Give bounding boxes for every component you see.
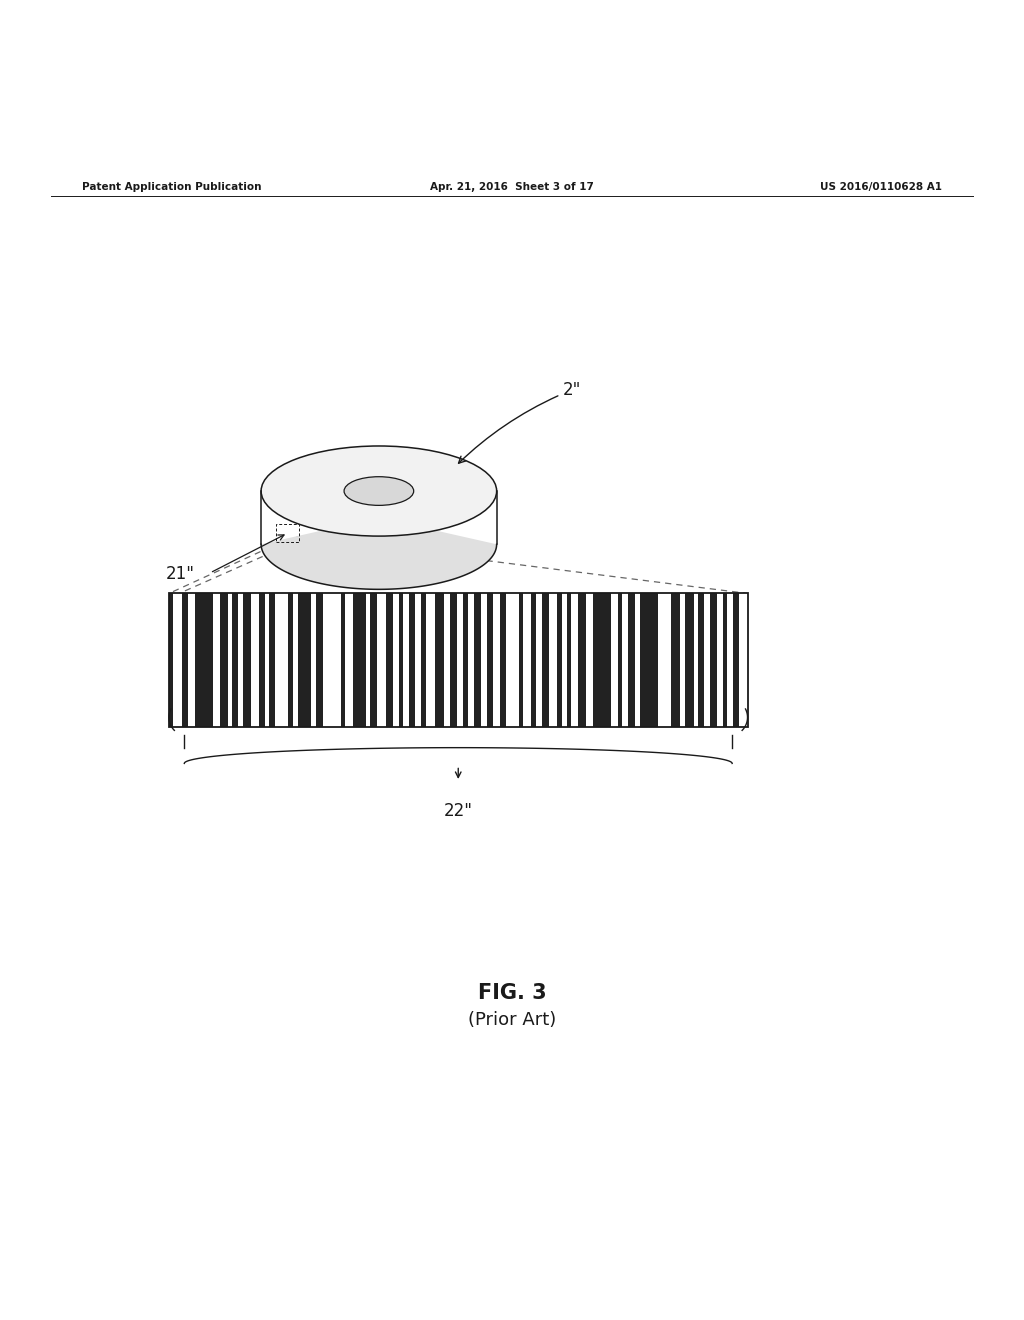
Bar bbox=[370, 594, 377, 726]
Text: 21": 21" bbox=[166, 565, 195, 582]
Text: 2": 2" bbox=[459, 380, 582, 463]
Bar bbox=[244, 594, 251, 726]
Bar bbox=[618, 594, 623, 726]
Bar bbox=[169, 594, 173, 726]
Text: Patent Application Publication: Patent Application Publication bbox=[82, 182, 261, 191]
Bar bbox=[276, 524, 299, 543]
Bar bbox=[500, 594, 506, 726]
Ellipse shape bbox=[344, 477, 414, 506]
Bar bbox=[269, 594, 275, 726]
Text: US 2016/0110628 A1: US 2016/0110628 A1 bbox=[820, 182, 942, 191]
Bar bbox=[450, 594, 457, 726]
Bar bbox=[169, 594, 748, 726]
Polygon shape bbox=[261, 446, 497, 589]
Bar bbox=[421, 594, 426, 726]
Text: Apr. 21, 2016  Sheet 3 of 17: Apr. 21, 2016 Sheet 3 of 17 bbox=[430, 182, 594, 191]
Bar bbox=[259, 594, 265, 726]
Bar bbox=[710, 594, 717, 726]
Bar bbox=[542, 594, 549, 726]
Bar bbox=[723, 594, 727, 726]
Bar bbox=[195, 594, 213, 726]
Bar bbox=[220, 594, 227, 726]
Bar bbox=[298, 594, 311, 726]
Bar bbox=[386, 594, 393, 726]
Text: (Prior Art): (Prior Art) bbox=[468, 1011, 556, 1030]
Bar bbox=[579, 594, 586, 726]
Bar bbox=[315, 594, 323, 726]
Bar bbox=[182, 594, 187, 726]
Text: FIG. 3: FIG. 3 bbox=[477, 983, 547, 1003]
Bar bbox=[698, 594, 705, 726]
Bar bbox=[640, 594, 657, 726]
Bar bbox=[671, 594, 680, 726]
Bar bbox=[231, 594, 238, 726]
Bar bbox=[487, 594, 493, 726]
Bar bbox=[628, 594, 636, 726]
Ellipse shape bbox=[261, 446, 497, 536]
Bar bbox=[566, 594, 571, 726]
Text: 22": 22" bbox=[443, 803, 473, 820]
Bar bbox=[463, 594, 468, 726]
Bar bbox=[409, 594, 415, 726]
Bar bbox=[685, 594, 694, 726]
Bar bbox=[169, 594, 748, 726]
Bar bbox=[557, 594, 562, 726]
Bar bbox=[341, 594, 345, 726]
Bar bbox=[399, 594, 403, 726]
Bar bbox=[289, 594, 293, 726]
Bar bbox=[593, 594, 611, 726]
Bar bbox=[474, 594, 481, 726]
Bar bbox=[733, 594, 739, 726]
Bar bbox=[352, 594, 366, 726]
Bar bbox=[435, 594, 443, 726]
Bar bbox=[519, 594, 523, 726]
Bar bbox=[530, 594, 537, 726]
